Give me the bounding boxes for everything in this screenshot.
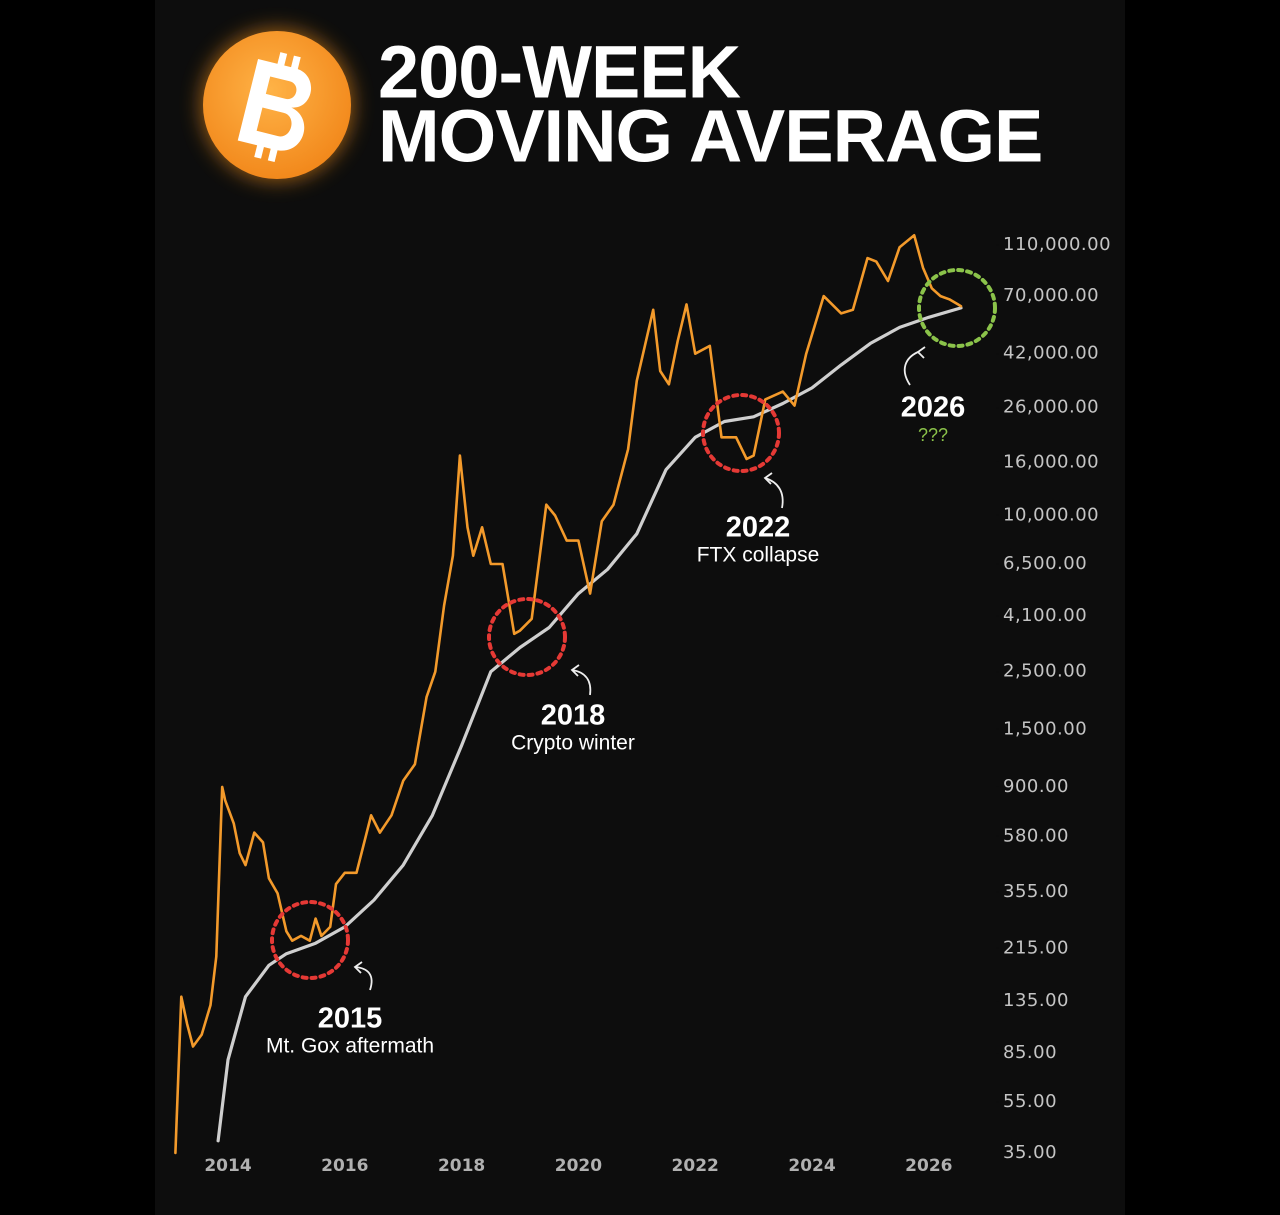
x-tick-label: 2026 <box>905 1156 952 1176</box>
annotation-circle <box>270 900 350 980</box>
x-tick-label: 2018 <box>438 1156 485 1176</box>
y-tick-label: 4,100.00 <box>1003 605 1087 626</box>
x-tick-label: 2014 <box>204 1156 251 1176</box>
annotation-note: Mt. Gox aftermath <box>266 1035 434 1058</box>
series-line <box>174 234 963 1155</box>
annotation-circle <box>701 393 781 473</box>
y-tick-label: 10,000.00 <box>1003 504 1099 525</box>
y-tick-label: 70,000.00 <box>1003 285 1099 306</box>
annotation-label: 2026 <box>901 392 966 424</box>
y-tick-label: 6,500.00 <box>1003 553 1087 574</box>
annotation-arrow <box>764 477 784 509</box>
title-line: MOVING AVERAGE <box>378 95 1042 178</box>
y-tick-label: 135.00 <box>1003 990 1069 1011</box>
arrow-head <box>570 664 580 677</box>
annotation-label: 2018 <box>541 700 606 732</box>
x-tick-label: 2020 <box>555 1156 602 1176</box>
x-tick-label: 2016 <box>321 1156 368 1176</box>
annotation-arrow <box>354 966 373 991</box>
bitcoin-logo <box>201 29 353 181</box>
y-tick-label: 35.00 <box>1003 1142 1057 1163</box>
y-tick-label: 85.00 <box>1003 1042 1057 1063</box>
x-tick-label: 2024 <box>788 1156 835 1176</box>
y-tick-label: 110,000.00 <box>1003 234 1111 255</box>
y-tick-label: 16,000.00 <box>1003 451 1099 472</box>
annotation-note: ??? <box>918 425 948 445</box>
arrow-head <box>353 961 363 974</box>
title-line: 200-WEEK <box>378 31 741 114</box>
series-line <box>216 306 963 1143</box>
annotation-circle <box>487 597 567 677</box>
annotation-label: 2022 <box>726 512 791 544</box>
annotation-label: 2015 <box>318 1003 383 1035</box>
annotation-note: Crypto winter <box>511 732 635 755</box>
y-tick-label: 55.00 <box>1003 1091 1057 1112</box>
x-tick-label: 2022 <box>672 1156 719 1176</box>
y-tick-label: 900.00 <box>1003 776 1069 797</box>
annotation-arrow <box>903 351 919 386</box>
y-tick-label: 580.00 <box>1003 825 1069 846</box>
y-tick-label: 355.00 <box>1003 881 1069 902</box>
y-tick-label: 26,000.00 <box>1003 397 1099 418</box>
annotation-circle <box>917 268 997 348</box>
annotation-arrow <box>571 669 592 696</box>
annotation-note: FTX collapse <box>697 544 820 567</box>
arrow-head <box>916 346 926 359</box>
y-tick-label: 42,000.00 <box>1003 343 1099 364</box>
y-tick-label: 2,500.00 <box>1003 661 1087 682</box>
y-tick-label: 215.00 <box>1003 937 1069 958</box>
y-tick-label: 1,500.00 <box>1003 718 1087 739</box>
panel <box>155 0 1125 1215</box>
arrow-head <box>763 472 773 485</box>
